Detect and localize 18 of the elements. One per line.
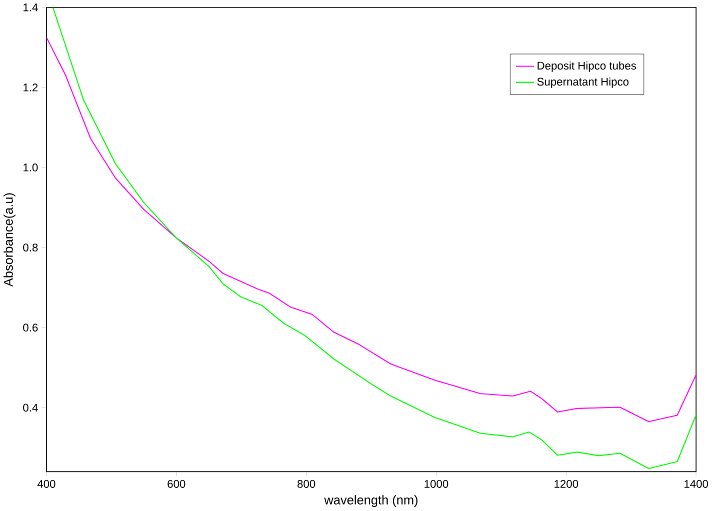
- y-tick-label: 1.4: [24, 4, 38, 12]
- x-tick-label: 600: [168, 480, 186, 488]
- x-tick-label: 1200: [554, 480, 578, 488]
- x-axis-title: wavelength (nm): [324, 495, 418, 508]
- x-tick-label: 400: [37, 480, 56, 488]
- line-series: [52, 8, 696, 470]
- line-series: [46, 37, 696, 422]
- y-tick-label: 1.0: [24, 164, 38, 172]
- legend-label: Deposit Hipco tubes: [538, 62, 636, 72]
- y-tick-label: 0.6: [23, 324, 38, 332]
- y-tick-label: 0.4: [23, 404, 38, 412]
- legend-label: Supernatant Hipco: [537, 78, 629, 88]
- y-tick-label: 1.2: [24, 84, 38, 92]
- x-tick-label: 1400: [684, 480, 708, 488]
- y-tick-label: 0.8: [23, 244, 38, 252]
- y-axis-title: Absorbance(a.u): [4, 194, 16, 287]
- x-tick-label: 800: [297, 480, 316, 488]
- x-tick-label: 1000: [424, 480, 448, 488]
